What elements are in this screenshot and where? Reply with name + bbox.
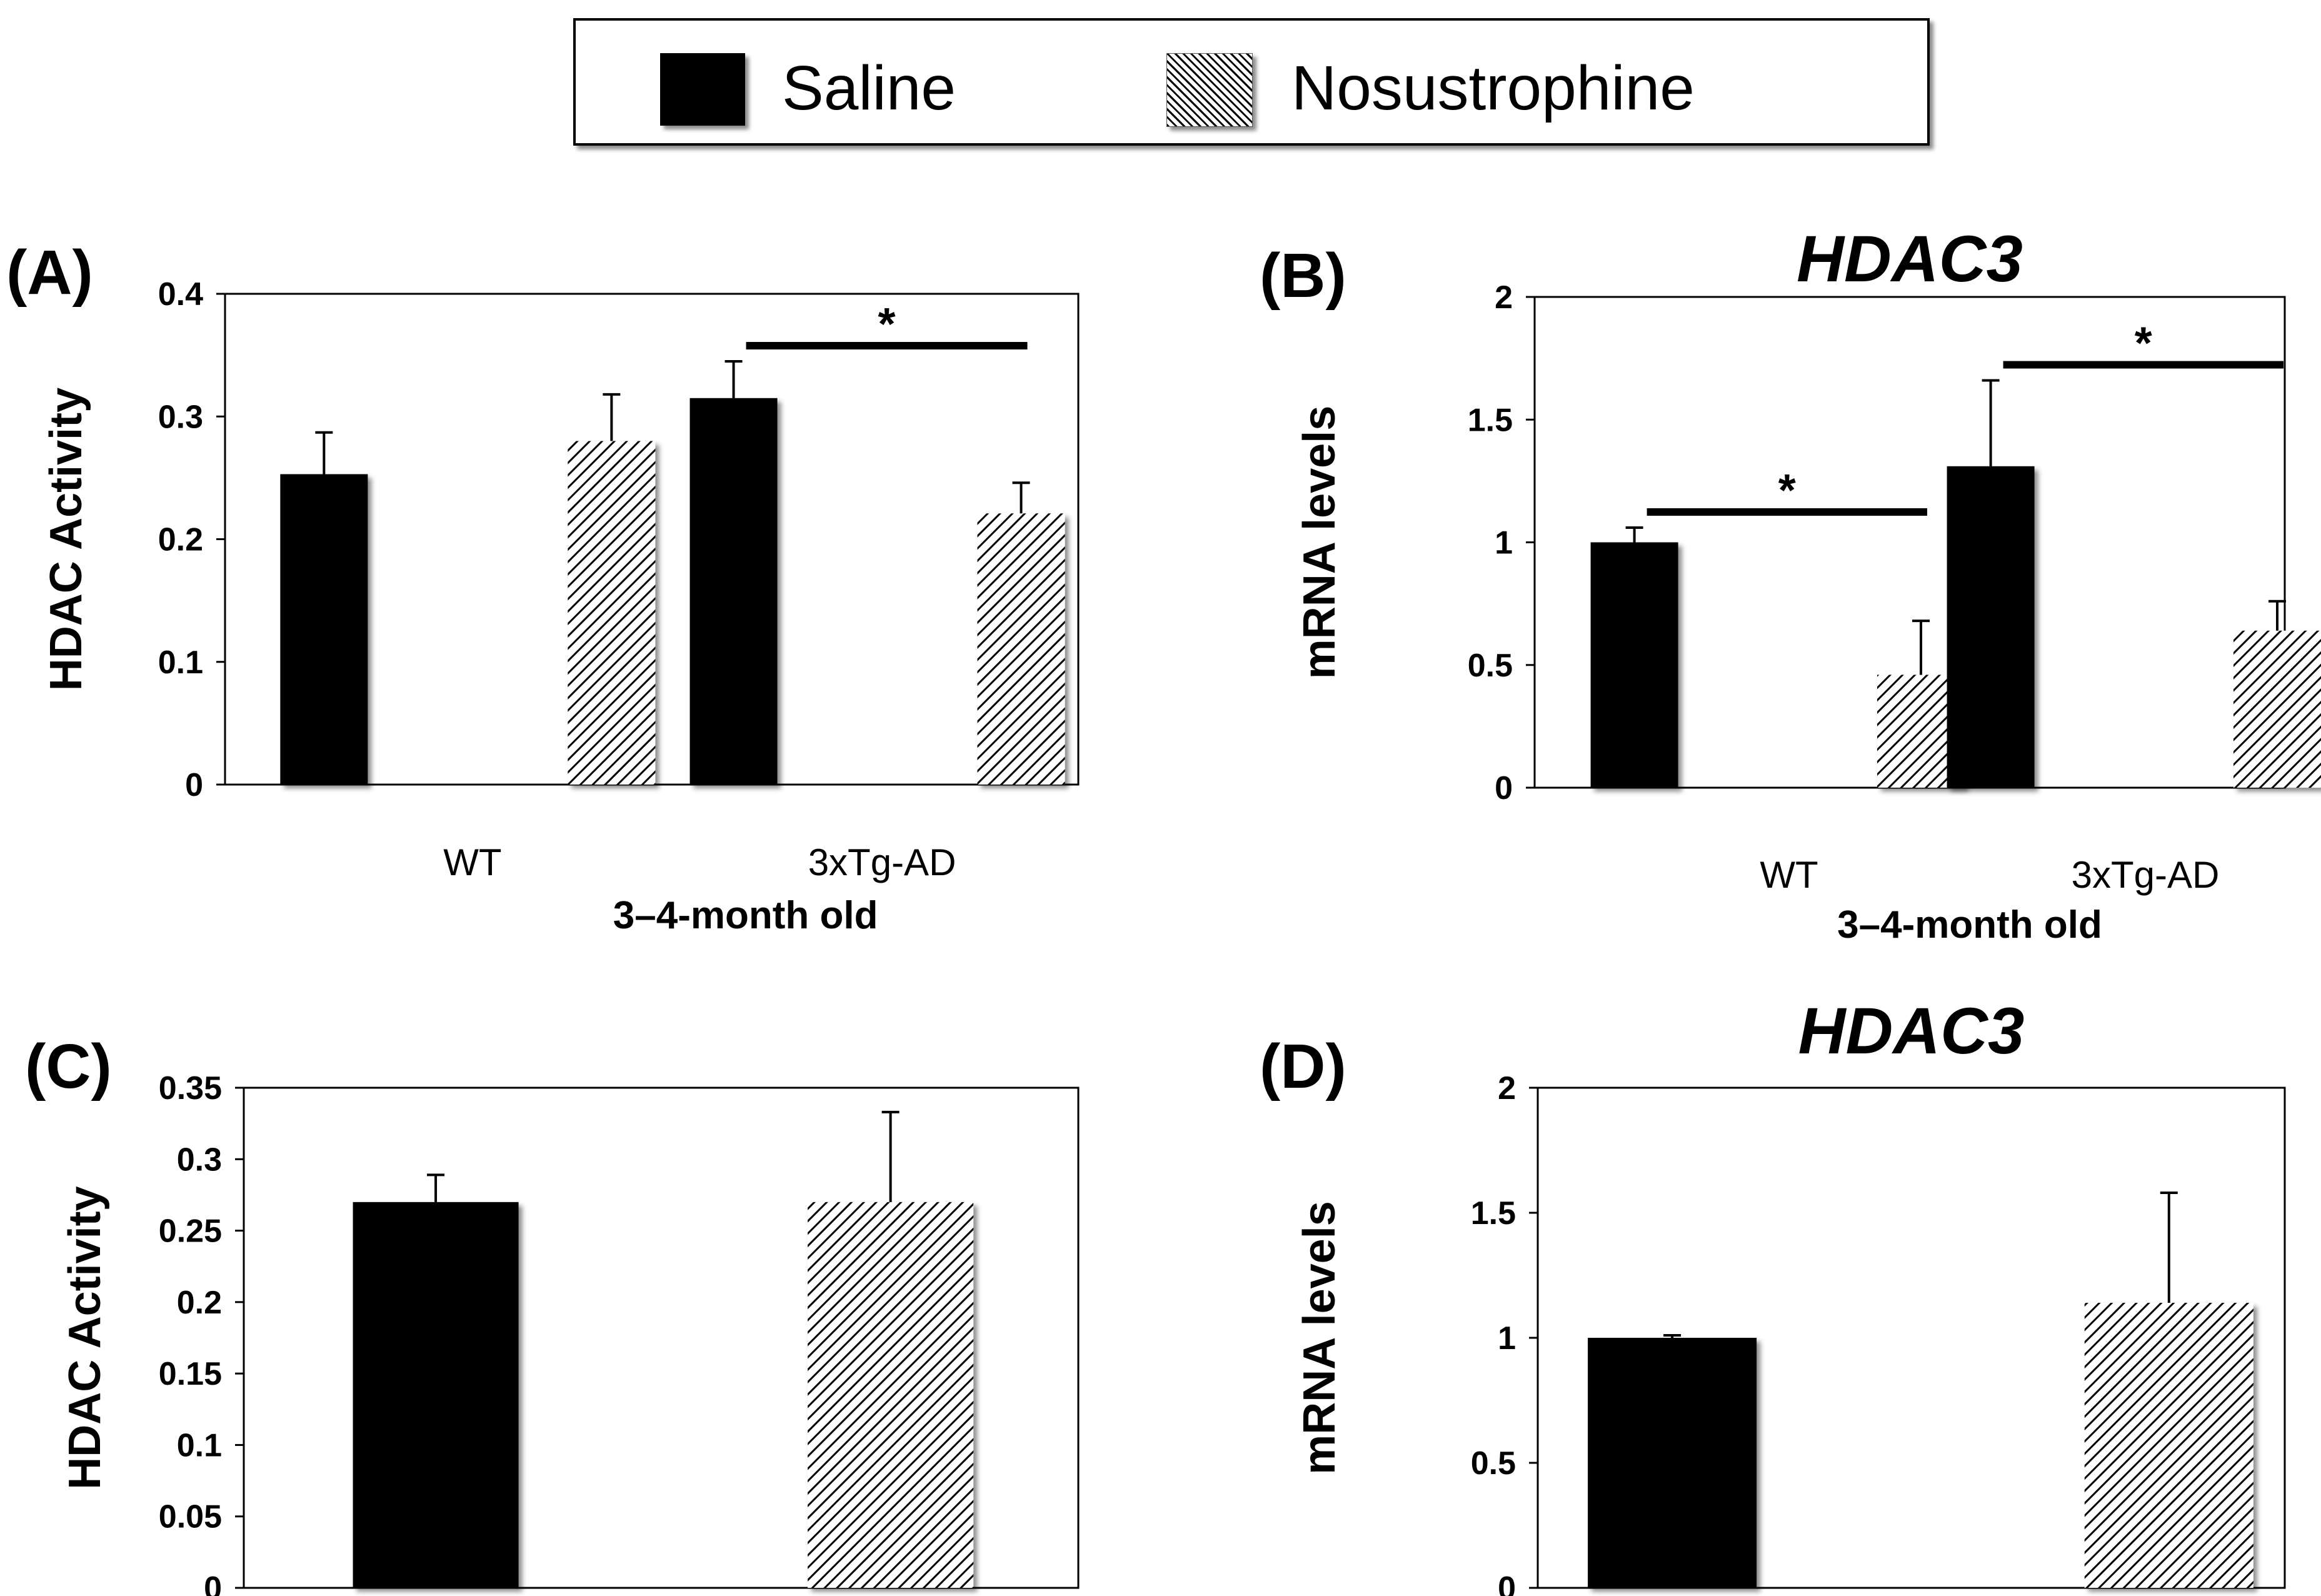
plot-frame: [243, 1087, 1080, 1589]
y-tick-label: 2: [1498, 1070, 1516, 1107]
bar-saline: [689, 398, 778, 785]
chart-title: HDAC3: [1797, 223, 2023, 296]
category-label: 3xTg-AD: [808, 841, 956, 883]
legend-label-saline: Saline: [782, 53, 956, 123]
bar-saline: [1588, 1338, 1757, 1588]
category-label: WT: [1760, 854, 1818, 896]
bar-nosustrophine: [2233, 630, 2321, 788]
y-tick-label: 0: [185, 767, 203, 803]
legend-swatch-nosustrophine: [1166, 53, 1253, 127]
panel-label: (A): [6, 238, 93, 308]
category-label: 3xTg-AD: [2072, 854, 2220, 896]
chart-title: HDAC3: [1798, 995, 2025, 1068]
y-tick-label: 0: [1498, 1570, 1516, 1596]
y-tick-label: 0.3: [177, 1142, 222, 1178]
significance-marker: *: [2135, 318, 2152, 368]
bar-nosustrophine: [568, 441, 656, 785]
y-tick-label: 0.05: [159, 1499, 222, 1535]
y-tick-label: 0: [204, 1570, 222, 1596]
y-tick-label: 0.1: [158, 645, 203, 681]
bar-saline: [353, 1202, 519, 1588]
panel-label: (C): [25, 1031, 112, 1102]
y-tick-label: 0.15: [159, 1356, 222, 1392]
chart-panel-a: (A) 0 0.1 0.2 0.3 0.4 HDAC Activity WT * 3xTg-AD 3…: [6, 238, 1080, 937]
y-axis-label: HDAC Activity: [41, 388, 91, 691]
legend-swatch-saline: [660, 53, 745, 126]
y-axis-label: mRNA levels: [1295, 406, 1345, 680]
legend-label-nosustrophine: Nosustrophine: [1291, 53, 1695, 123]
y-tick-label: 1.5: [1471, 1195, 1516, 1232]
bar-nosustrophine: [2084, 1303, 2253, 1588]
y-tick-label: 1: [1495, 525, 1513, 561]
panel-label: (D): [1260, 1031, 1346, 1102]
panel-label: (B): [1260, 241, 1346, 311]
category-label: WT: [443, 841, 501, 883]
chart-panel-c: (C) 0 0.05 0.1 0.15 0.2 0.25 0.3 0.35 HDAC Activi…: [25, 1031, 1080, 1596]
bar-saline: [1947, 466, 2035, 788]
legend: Saline Nosustrophine: [573, 18, 1930, 146]
group-caption: 3–4-month old: [613, 894, 878, 937]
bar-saline: [1590, 542, 1678, 788]
group-caption: 3–4-month old: [1837, 903, 2102, 946]
y-tick-label: 0.4: [158, 276, 203, 313]
y-tick-label: 0.5: [1468, 648, 1513, 684]
chart-panel-b: (B) HDAC3 0 0.5 1 1.5 2 mRNA levels * WT * 3xTg-AD 3…: [1260, 223, 2321, 946]
y-tick-label: 0.5: [1471, 1445, 1516, 1482]
y-tick-label: 0.3: [158, 399, 203, 435]
y-tick-label: 0.35: [159, 1070, 222, 1107]
y-tick-label: 1.5: [1468, 402, 1513, 438]
y-tick-label: 0: [1495, 770, 1513, 806]
y-tick-label: 0.2: [158, 522, 203, 558]
y-axis-label: mRNA levels: [1295, 1201, 1345, 1475]
bar-nosustrophine: [977, 513, 1065, 785]
y-axis-label: HDAC Activity: [60, 1186, 110, 1489]
bar-saline: [280, 474, 368, 785]
significance-marker: *: [878, 299, 896, 349]
y-tick-label: 2: [1495, 279, 1513, 316]
y-tick-label: 0.2: [177, 1285, 222, 1321]
significance-marker: *: [1778, 466, 1796, 516]
y-tick-label: 0.1: [177, 1427, 222, 1463]
chart-panel-d: (D) HDAC3 0 0.5 1 1.5 2 mRNA levels: [1260, 995, 2286, 1596]
y-tick-label: 0.25: [159, 1213, 222, 1250]
bar-nosustrophine: [808, 1202, 974, 1588]
y-tick-label: 1: [1498, 1320, 1516, 1357]
